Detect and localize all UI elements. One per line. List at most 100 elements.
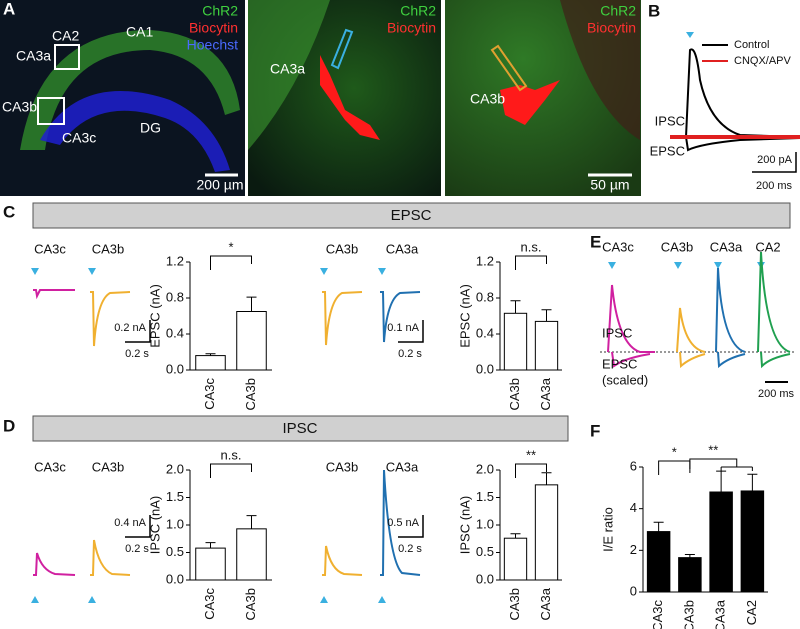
x-tick-label: CA3c [650,600,665,629]
panel-b: B Control CNQX/APV IPSC EPSC 200 pA 200 … [648,1,800,192]
significance-bracket [210,463,252,478]
panel-label: C [3,202,15,221]
region-label: CA3b [2,99,37,115]
legend-entry: Biocytin [387,20,436,36]
y-axis-label: IPSC (nA) [147,496,162,555]
y-axis-label: IPSC (nA) [457,496,472,555]
scale-label: 0.2 nA [114,322,146,334]
x-tick-label: CA2 [744,600,759,625]
scale-label: 50 µm [590,177,629,193]
trace [322,545,363,576]
trace [90,539,131,576]
y-tick-label: 4 [630,500,637,515]
trace-label: CA3b [92,459,125,474]
y-tick-label: 0.4 [476,325,494,340]
significance-label: * [228,239,233,254]
region-label: CA1 [126,24,153,40]
scale-label: 200 µm [197,177,244,193]
trace [760,351,791,369]
panel-label: B [648,1,660,20]
x-tick-label: CA3a [713,599,728,629]
region-label: CA2 [755,239,780,254]
x-tick-label: CA3a [538,377,553,410]
header-box [32,202,791,229]
y-tick-label: 1.2 [166,253,184,268]
error-bar [246,296,257,312]
roi-box [54,44,80,70]
trace [33,289,75,300]
trace [676,307,706,353]
y-tick-label: 0.5 [476,544,494,559]
x-tick-label: CA3c [202,588,217,620]
stim-marker [608,262,765,269]
legend-entry: Hoechst [187,37,238,53]
y-tick-label: 0.8 [166,289,184,304]
bar [195,355,226,371]
trace [611,351,651,368]
trace-label: CA3b [326,241,359,256]
scale-bar [398,515,424,538]
significance-bracket [658,460,691,475]
trace-label: CA3c [34,459,66,474]
y-tick-label: 0.5 [166,544,184,559]
bar [236,311,267,371]
x-tick-label: CA3b [243,378,258,411]
cell-label: CA3a [270,61,305,77]
bar [503,537,528,581]
region-label: CA3c [602,239,634,254]
error-bar [510,533,521,539]
x-tick-label: CA3b [507,378,522,411]
y-tick-label: 2.0 [476,461,494,476]
bar [740,490,765,593]
header: EPSC [391,207,432,224]
significance-label: n.s. [221,447,242,462]
bar [534,320,559,371]
scale-label: 0.2 s [125,543,149,555]
significance-label: ** [708,442,718,457]
significance-bracket [515,463,547,478]
trace [90,291,131,347]
panel-a: CA2 CA3a CA1 CA3b CA3c DG ChR2 Biocytin … [0,0,641,196]
trace-label: IPSC [602,325,632,340]
error-bar [541,472,552,485]
y-tick-label: 1.0 [166,516,184,531]
y-axis-label: EPSC (nA) [457,284,472,348]
trace-label: CA3b [326,459,359,474]
bar [678,557,702,593]
significance-label: ** [526,447,536,462]
y-tick-label: 0.4 [166,325,184,340]
trace-label: EPSC [602,356,637,371]
legend-entry: ChR2 [400,3,436,19]
error-bar [246,515,257,529]
region-label: CA3c [62,130,96,146]
error-bar [541,309,552,322]
panel-label: D [3,416,15,435]
region-label: CA2 [52,28,79,44]
trace-label: (scaled) [602,372,648,387]
y-tick-label: 0.0 [476,361,494,376]
panel-label: F [590,421,600,440]
scale-label: 0.1 nA [387,322,419,334]
trace [322,291,363,346]
y-tick-label: 0.0 [476,571,494,586]
trace [33,552,76,576]
trace [757,251,791,353]
scale-bar [752,152,797,173]
legend-entry: CNQX/APV [734,55,792,67]
y-axis-label: EPSC (nA) [147,284,162,348]
panel-c: C EPSC CA3c CA3b CA3b CA3a 0.2 nA 0.2 s … [3,202,791,360]
y-tick-label: 1.5 [166,489,184,504]
significance-bracket [210,255,252,270]
cell-body [320,55,380,140]
bar [195,547,226,581]
significance-bracket [689,458,753,473]
scale-label: 0.2 s [125,348,149,360]
scale-label: 0.2 s [398,348,422,360]
header-box [32,415,569,442]
scale-label: 200 ms [756,180,793,192]
trace-label: CA3a [386,459,419,474]
pipette [330,28,354,70]
legend-entry: ChR2 [202,3,238,19]
panel-label: E [590,232,601,251]
